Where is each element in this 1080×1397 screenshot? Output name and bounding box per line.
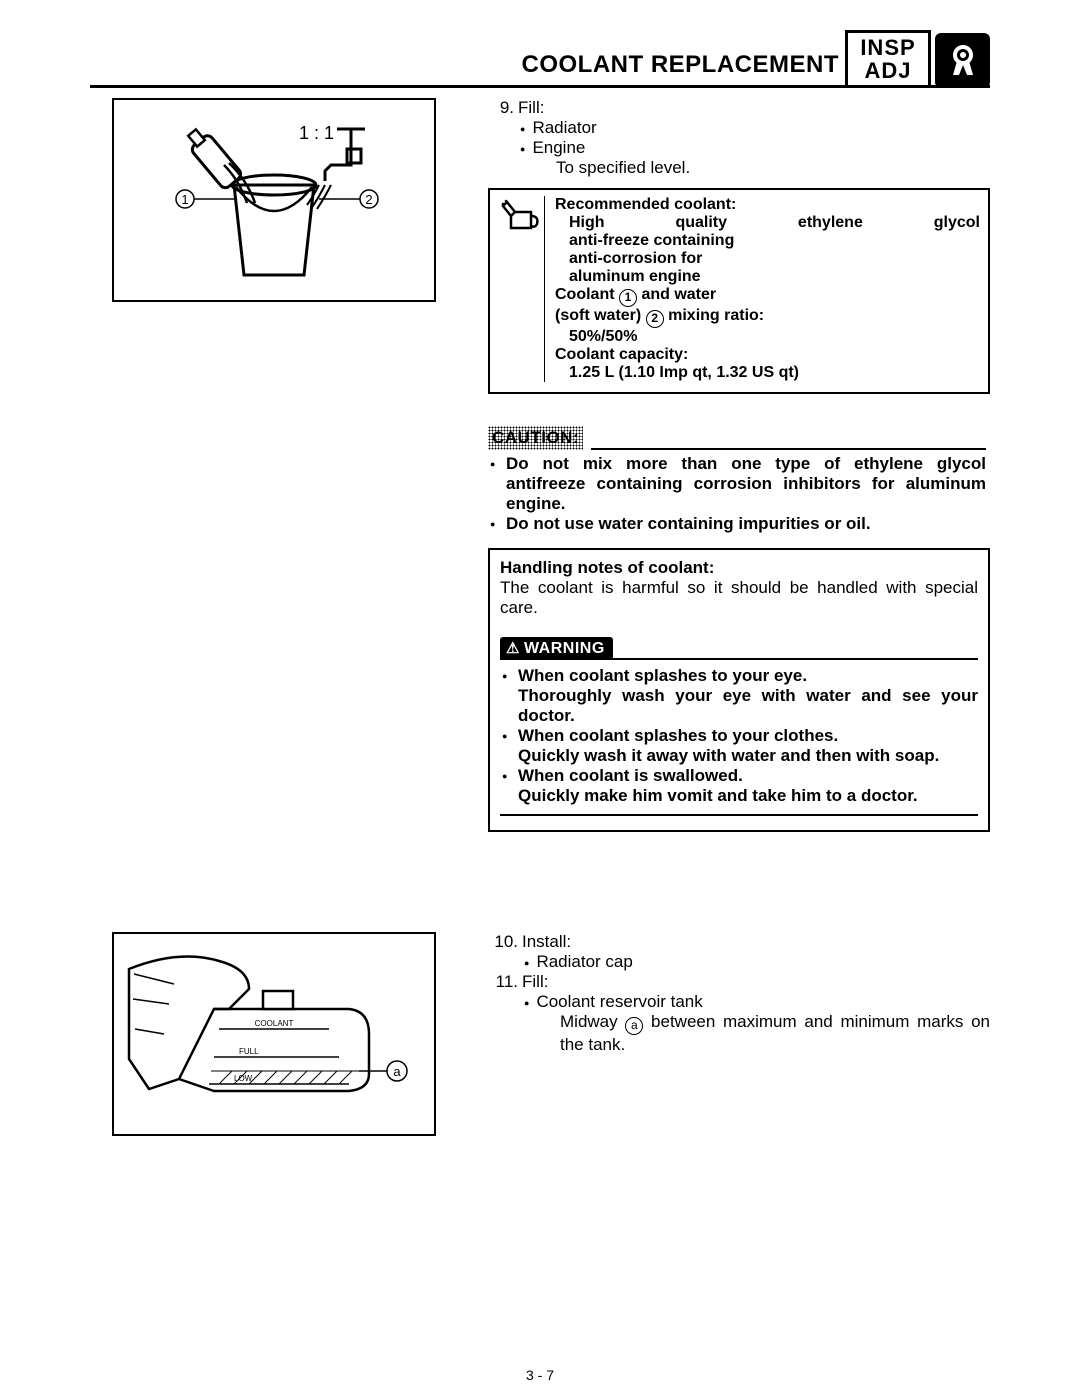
caution-item-1: Do not mix more than one type of ethylen… bbox=[488, 454, 986, 514]
page-number: 3 - 7 bbox=[0, 1367, 1080, 1383]
svg-text:2: 2 bbox=[365, 192, 372, 207]
warning-item-3: When coolant is swallowed. Quickly make … bbox=[500, 766, 978, 806]
header-title: COOLANT REPLACEMENT bbox=[90, 51, 845, 85]
step-10-items: Radiator cap bbox=[522, 952, 990, 972]
handling-title: Handling notes of coolant: bbox=[500, 558, 978, 578]
left-column: 1 : 1 bbox=[90, 98, 470, 832]
caution-item-2: Do not use water containing impurities o… bbox=[488, 514, 986, 534]
page-header: COOLANT REPLACEMENT INSP ADJ bbox=[90, 30, 990, 88]
caution-list: Do not mix more than one type of ethylen… bbox=[488, 454, 990, 534]
step-9-note: To specified level. bbox=[518, 158, 990, 178]
step-11: 11. Fill: Coolant reservoir tank Midway … bbox=[488, 972, 990, 1055]
svg-text:1: 1 bbox=[181, 192, 188, 207]
step-10: 10. Install: Radiator cap bbox=[488, 932, 990, 972]
step-11-item: Coolant reservoir tank bbox=[522, 992, 990, 1012]
warning-heading: WARNING bbox=[500, 632, 978, 660]
right-column-lower: 10. Install: Radiator cap 11. Fill: Cool… bbox=[488, 932, 990, 1136]
page: COOLANT REPLACEMENT INSP ADJ 1 : 1 bbox=[0, 0, 1080, 1397]
step-10-item: Radiator cap bbox=[522, 952, 990, 972]
section-code-line2: ADJ bbox=[864, 59, 911, 82]
section-code-box: INSP ADJ bbox=[845, 30, 931, 88]
spec-line1: Recommended coolant: bbox=[555, 196, 980, 214]
upper-columns: 1 : 1 bbox=[90, 98, 990, 832]
step-10-label: Install: bbox=[522, 932, 571, 951]
spec-line10: 1.25 L (1.10 Imp qt, 1.32 US qt) bbox=[555, 364, 980, 382]
lower-columns: COOLANT FULL LOW bbox=[90, 932, 990, 1136]
handling-box: Handling notes of coolant: The coolant i… bbox=[488, 548, 990, 832]
warning-item-1: When coolant splashes to your eye. Thoro… bbox=[500, 666, 978, 726]
caution-label: CAUTION: bbox=[488, 426, 583, 450]
spec-line5: aluminum engine bbox=[555, 268, 980, 286]
spec-content: Recommended coolant: High quality ethyle… bbox=[545, 196, 980, 382]
spec-line6a: Coolant bbox=[555, 286, 619, 303]
svg-text:FULL: FULL bbox=[239, 1047, 259, 1056]
spec-line7a: (soft water) bbox=[555, 307, 646, 324]
section-code-line1: INSP bbox=[860, 36, 915, 59]
spec-box: Recommended coolant: High quality ethyle… bbox=[488, 188, 990, 394]
spec-line3: anti-freeze containing bbox=[555, 232, 980, 250]
svg-text:COOLANT: COOLANT bbox=[255, 1019, 294, 1028]
warning-list: When coolant splashes to your eye. Thoro… bbox=[500, 666, 978, 816]
figure-mixing-ratio: 1 : 1 bbox=[112, 98, 436, 302]
spec-line8: 50%/50% bbox=[555, 328, 980, 346]
figure-reservoir: COOLANT FULL LOW bbox=[112, 932, 436, 1136]
step-9-label: Fill: bbox=[518, 98, 544, 117]
step-10-num: 10. bbox=[488, 932, 522, 972]
warning-label: WARNING bbox=[500, 637, 613, 660]
warning-item-2: When coolant splashes to your clothes. Q… bbox=[500, 726, 978, 766]
step-11-note: Midway a between maximum and minimum mar… bbox=[522, 1012, 990, 1055]
step-11-items: Coolant reservoir tank bbox=[522, 992, 990, 1012]
caution-heading: CAUTION: bbox=[488, 424, 986, 450]
spec-line9: Coolant capacity: bbox=[555, 346, 980, 364]
step-9-num: 9. bbox=[488, 98, 518, 178]
step-9-item-2: Engine bbox=[518, 138, 990, 158]
step-9-items: Radiator Engine bbox=[518, 118, 990, 158]
step-11-num: 11. bbox=[488, 972, 522, 1055]
left-column-lower: COOLANT FULL LOW bbox=[90, 932, 470, 1136]
right-column: 9. Fill: Radiator Engine To specified le… bbox=[488, 98, 990, 832]
watering-can-icon bbox=[498, 196, 545, 382]
step-9: 9. Fill: Radiator Engine To specified le… bbox=[488, 98, 990, 178]
step-9-item-1: Radiator bbox=[518, 118, 990, 138]
step-11-label: Fill: bbox=[522, 972, 548, 991]
handling-text: The coolant is harmful so it should be h… bbox=[500, 578, 978, 618]
svg-text:a: a bbox=[393, 1064, 401, 1079]
spec-line6b: and water bbox=[637, 286, 716, 303]
tool-icon bbox=[935, 33, 990, 88]
ratio-label: 1 : 1 bbox=[299, 123, 334, 143]
spec-line7b: mixing ratio: bbox=[664, 307, 764, 324]
spec-line4: anti-corrosion for bbox=[555, 250, 980, 268]
